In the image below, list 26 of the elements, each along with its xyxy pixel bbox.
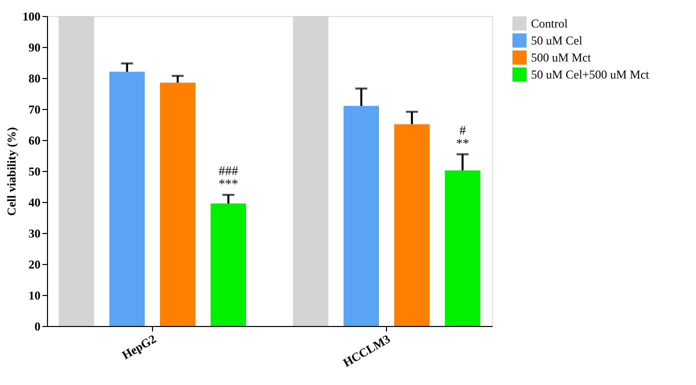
y-tick-label: 40 (28, 196, 40, 210)
legend-label: 50 uM Cel+500 uM Mct (531, 68, 650, 82)
bar (344, 106, 380, 326)
y-tick-label: 70 (28, 102, 40, 116)
y-tick-label: 100 (22, 10, 40, 24)
bar (210, 204, 246, 326)
y-tick-label: 80 (28, 72, 40, 86)
legend-label: Control (531, 16, 568, 30)
bar (394, 124, 430, 326)
y-tick-label: 50 (28, 164, 40, 178)
y-tick-label: 20 (28, 258, 40, 272)
legend-label: 50 uM Cel (531, 34, 583, 48)
bar (444, 170, 480, 326)
y-tick-label: 60 (28, 134, 40, 148)
bar (160, 82, 196, 326)
y-tick-label: 90 (28, 40, 40, 54)
y-tick-label: 10 (28, 288, 40, 302)
annotation: *** (218, 176, 238, 191)
y-axis-title: Cell viability (%) (4, 127, 18, 216)
annotation: ** (456, 135, 470, 150)
y-tick-label: 30 (28, 226, 40, 240)
annotation: # (459, 122, 466, 138)
y-tick-label: 0 (34, 320, 40, 334)
bar (109, 72, 145, 326)
annotation: ### (218, 162, 239, 178)
legend-label: 500 uM Mct (531, 50, 592, 64)
